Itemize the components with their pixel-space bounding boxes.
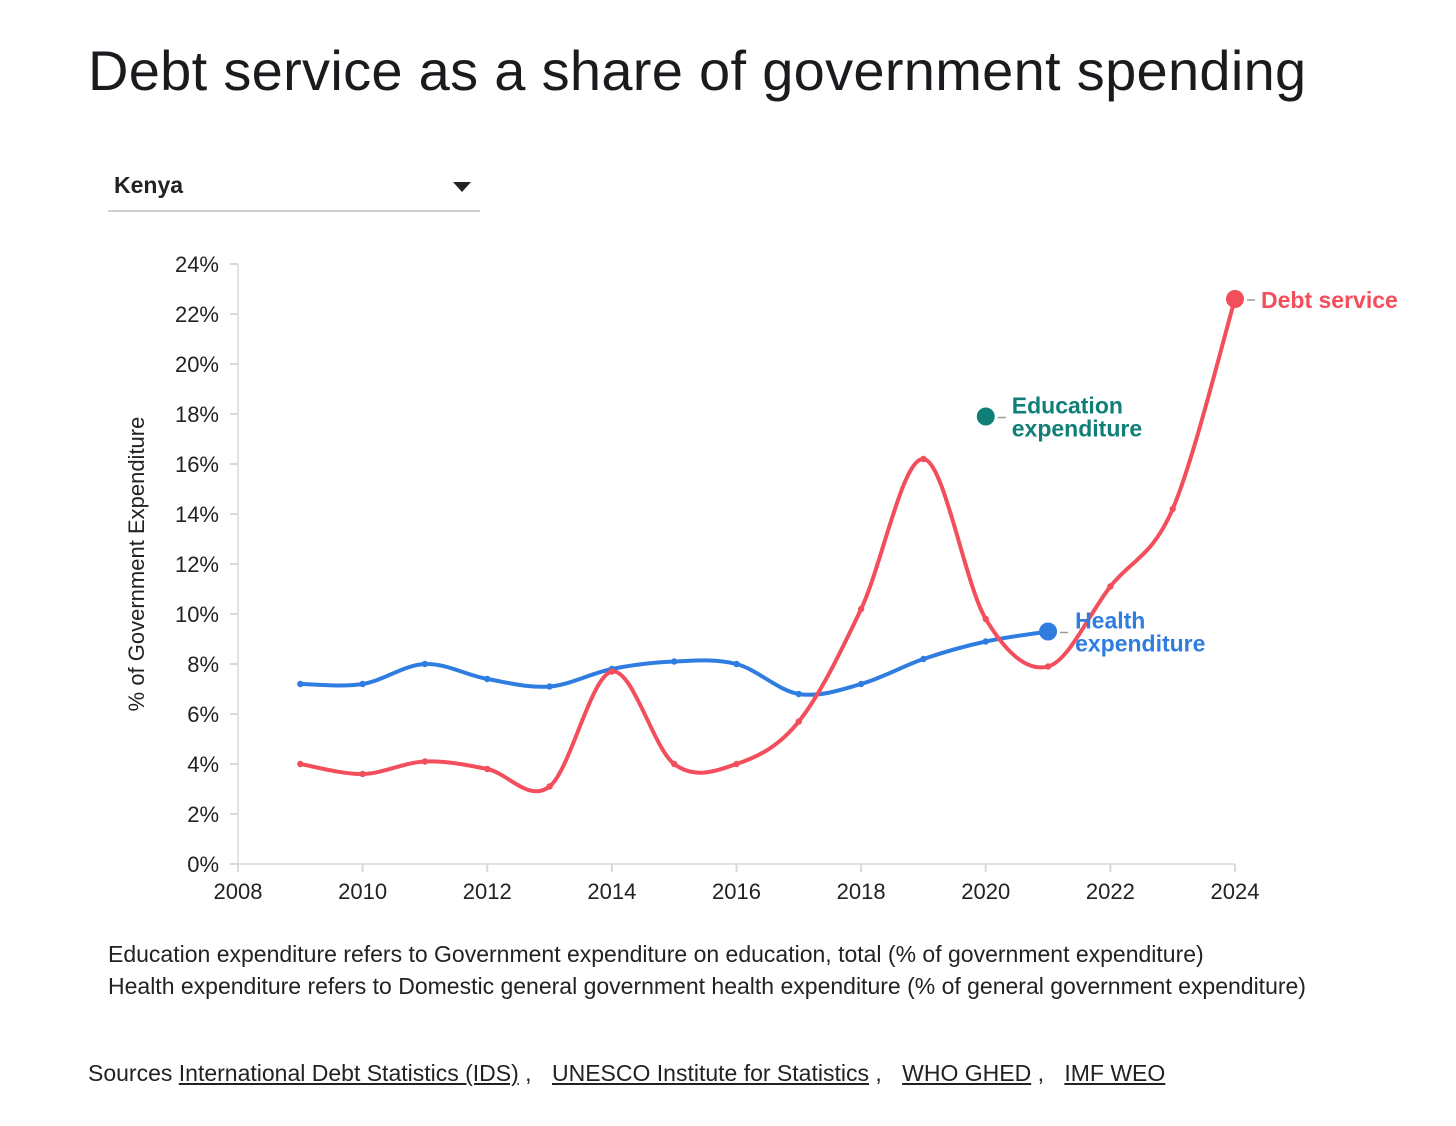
health-expenditure-point	[670, 658, 678, 665]
y-tick-label: 0%	[187, 852, 219, 877]
y-tick-label: 4%	[187, 752, 219, 777]
health-note: Health expenditure refers to Domestic ge…	[108, 973, 1306, 999]
country-dropdown-value: Kenya	[114, 172, 184, 198]
x-tick-label: 2008	[214, 879, 263, 904]
y-tick-label: 16%	[175, 452, 219, 477]
debt-service-line	[298, 297, 1237, 794]
debt-service-point	[1169, 505, 1176, 513]
debt-service-point	[795, 718, 803, 725]
source-link-who-ghed[interactable]: WHO GHED	[902, 1060, 1032, 1086]
chevron-down-icon	[453, 182, 471, 192]
health-expenditure-point	[795, 690, 803, 698]
page-title: Debt service as a share of government sp…	[88, 39, 1307, 102]
chart-notes: Education expenditure refers to Governme…	[108, 938, 1378, 1002]
y-tick-label: 20%	[175, 352, 219, 377]
y-tick-label: 24%	[175, 252, 219, 277]
y-tick-label: 12%	[175, 552, 219, 577]
line-chart: 0% 2% 4% 6% 8% 10% 12% 14% 16% 18% 20% 22% 24% 2008 20…	[124, 252, 1398, 904]
debt-service-point	[1107, 583, 1114, 590]
source-link-unesco[interactable]: UNESCO Institute for Statistics	[551, 1060, 869, 1086]
debt-service-point	[421, 758, 429, 765]
debt-service-point	[1044, 663, 1052, 670]
x-tick-label: 2016	[712, 879, 761, 904]
debt-service-point	[546, 783, 553, 790]
y-axis-title: % of Government Expenditure	[124, 417, 149, 712]
debt-service-point	[484, 765, 491, 773]
debt-service-point	[920, 455, 927, 463]
y-tick-label: 2%	[187, 802, 219, 827]
health-expenditure-label: Health	[1075, 608, 1145, 634]
y-tick-label: 18%	[175, 402, 219, 427]
debt-service-point	[1226, 290, 1244, 308]
x-tick-label: 2010	[338, 879, 387, 904]
health-expenditure-point	[733, 660, 740, 668]
x-tick-label: 2018	[837, 879, 886, 904]
health-expenditure-point	[920, 655, 927, 663]
y-tick-label: 6%	[187, 702, 219, 727]
y-tick-label: 10%	[175, 602, 219, 627]
education-expenditure-point	[976, 407, 995, 426]
source-link-imf-weo[interactable]: IMF WEO	[1064, 1060, 1166, 1086]
chart-series	[297, 290, 1244, 794]
education-note: Education expenditure refers to Governme…	[108, 941, 1204, 967]
country-dropdown[interactable]: Kenya	[108, 160, 480, 212]
debt-service-point	[297, 760, 304, 768]
y-tick-label: 22%	[175, 302, 219, 327]
chart-axes: 0% 2% 4% 6% 8% 10% 12% 14% 16% 18% 20% 22% 24% 2008 20…	[124, 252, 1259, 904]
debt-service-point	[608, 668, 616, 675]
sources-label: Sources	[88, 1060, 173, 1086]
y-tick-label: 14%	[175, 502, 219, 527]
debt-service-point	[733, 760, 740, 768]
health-expenditure-point	[546, 683, 553, 690]
health-expenditure-point	[857, 680, 865, 688]
education-expenditure-label: expenditure	[1012, 416, 1142, 442]
x-tick-label: 2024	[1211, 879, 1260, 904]
health-expenditure-point	[982, 638, 989, 645]
x-tick-label: 2020	[961, 879, 1010, 904]
debt-service-point	[982, 615, 989, 623]
health-expenditure-point	[359, 680, 366, 688]
x-tick-label: 2012	[463, 879, 512, 904]
health-expenditure-point	[421, 660, 429, 668]
debt-service-point	[670, 760, 678, 768]
health-expenditure-point	[484, 675, 491, 683]
debt-service-label: Debt service	[1261, 287, 1398, 313]
y-tick-label: 8%	[187, 652, 219, 677]
x-tick-label: 2014	[587, 879, 636, 904]
health-expenditure-label: expenditure	[1075, 631, 1205, 657]
education-expenditure-label: Education	[1012, 393, 1123, 419]
x-tick-label: 2022	[1086, 879, 1135, 904]
health-expenditure-point	[297, 680, 304, 688]
debt-service-point	[359, 770, 366, 778]
sources: Sources International Debt Statistics (I…	[88, 1060, 1166, 1086]
debt-service-point	[857, 605, 865, 613]
health-expenditure-point	[1039, 622, 1058, 641]
source-link-ids[interactable]: International Debt Statistics (IDS)	[178, 1060, 519, 1086]
